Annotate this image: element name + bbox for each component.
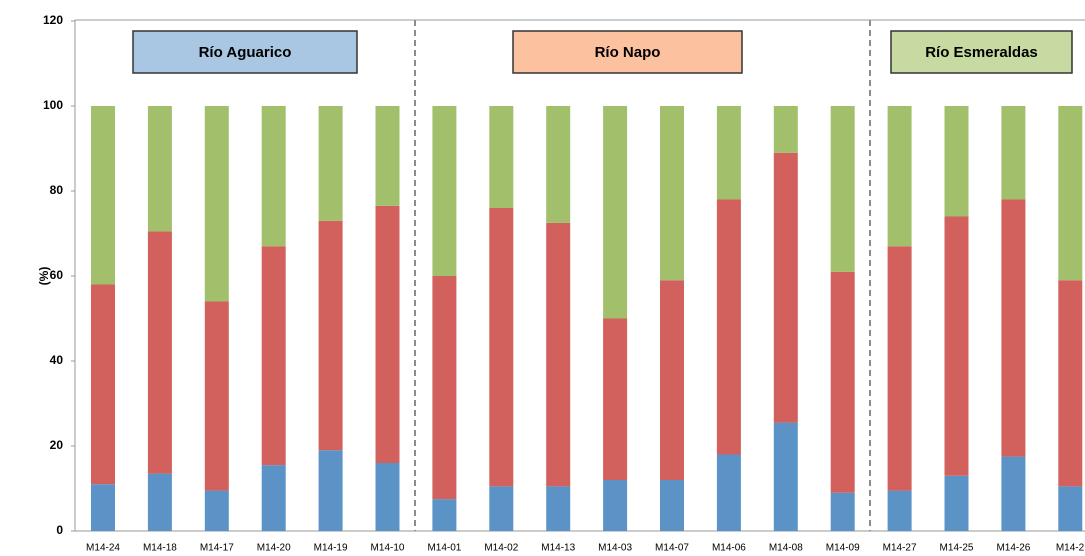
bar-segment [716,106,741,200]
y-tick-label: 0 [56,523,63,537]
bar-segment [91,106,115,285]
bar-segment [660,106,684,281]
bar-segment [773,422,798,531]
x-tick-label: M14-18 [143,543,177,554]
group-box [890,30,1073,74]
x-tick-label: M14-27 [883,543,917,554]
bar-segment [147,473,172,531]
bar-segment [887,490,912,531]
y-tick-label: 60 [50,268,64,282]
bar-segment [773,106,798,153]
bar-segment [261,106,286,247]
bar-segment [375,463,400,531]
x-tick-label: M14-06 [712,543,746,554]
bar-segment [432,499,457,531]
x-tick-label: M14-24 [86,543,120,554]
y-tick-label: 20 [50,438,64,452]
y-tick-label: 80 [50,183,64,197]
x-tick-label: M14-17 [200,543,234,554]
bar-segment [1001,199,1026,457]
bar-segment [716,199,741,455]
bar-segment [1001,106,1026,200]
x-tick-label: M14-01 [427,543,461,554]
bar-segment [432,276,457,500]
bar-segment [603,318,628,480]
x-tick-label: M14-03 [598,543,632,554]
group-label: Río Esmeraldas [925,44,1038,61]
bar-segment [261,246,286,466]
x-tick-label: M14-13 [541,543,575,554]
x-tick-label: M14-20 [257,543,291,554]
bar-segment [489,106,514,208]
bar-segment [1058,280,1083,487]
bar-segment [887,246,912,491]
group-box [512,30,743,74]
y-axis-label: (%) [37,267,51,286]
bar-segment [375,106,400,206]
group-label: Río Napo [595,44,661,61]
bar-segment [546,222,571,487]
y-tick-label: 120 [43,13,63,27]
group-box [132,30,358,74]
bar-segment [830,271,855,493]
bar-segment [261,465,286,531]
bar-segment [603,480,628,531]
bar-segment [147,231,172,474]
bar-segment [204,301,229,491]
bar-segment [432,106,457,276]
x-tick-label: M14-07 [655,543,689,554]
bar-segment [830,492,855,531]
bar-segment [944,475,969,531]
bar-segment [318,220,343,451]
x-tick-label: M14-02 [484,543,518,554]
bar-segment [887,106,912,247]
y-tick-label: 100 [43,98,63,112]
x-tick-label: M14-2 [1056,543,1085,554]
x-tick-label: M14-10 [371,543,405,554]
bar-segment [489,486,514,531]
bar-segment [375,205,400,463]
bar-segment [91,284,115,485]
x-tick-label: M14-26 [996,543,1030,554]
x-tick-label: M14-25 [940,543,974,554]
bar-segment [944,106,969,217]
bar-segment [489,208,514,487]
bar-segment [147,106,172,232]
bar-segment [546,106,571,223]
bar-segment [830,106,855,272]
bar-segment [91,484,115,531]
bar-segment [1058,486,1083,531]
bar-segment [204,106,229,302]
bar-segment [660,280,684,480]
x-tick-label: M14-08 [769,543,803,554]
bar-segment [204,490,229,531]
bar-segment [603,106,628,319]
bar-segment [660,480,684,531]
group-label: Río Aguarico [199,44,292,61]
bar-segment [546,486,571,531]
bar-segment [1058,106,1083,281]
y-tick-label: 40 [50,353,64,367]
bar-segment [944,216,969,476]
x-tick-label: M14-09 [826,543,860,554]
bar-segment [318,450,343,531]
bar-segment [1001,456,1026,531]
bar-segment [773,152,798,423]
x-tick-label: M14-19 [314,543,348,554]
bar-segment [318,106,343,221]
bar-segment [716,454,741,531]
